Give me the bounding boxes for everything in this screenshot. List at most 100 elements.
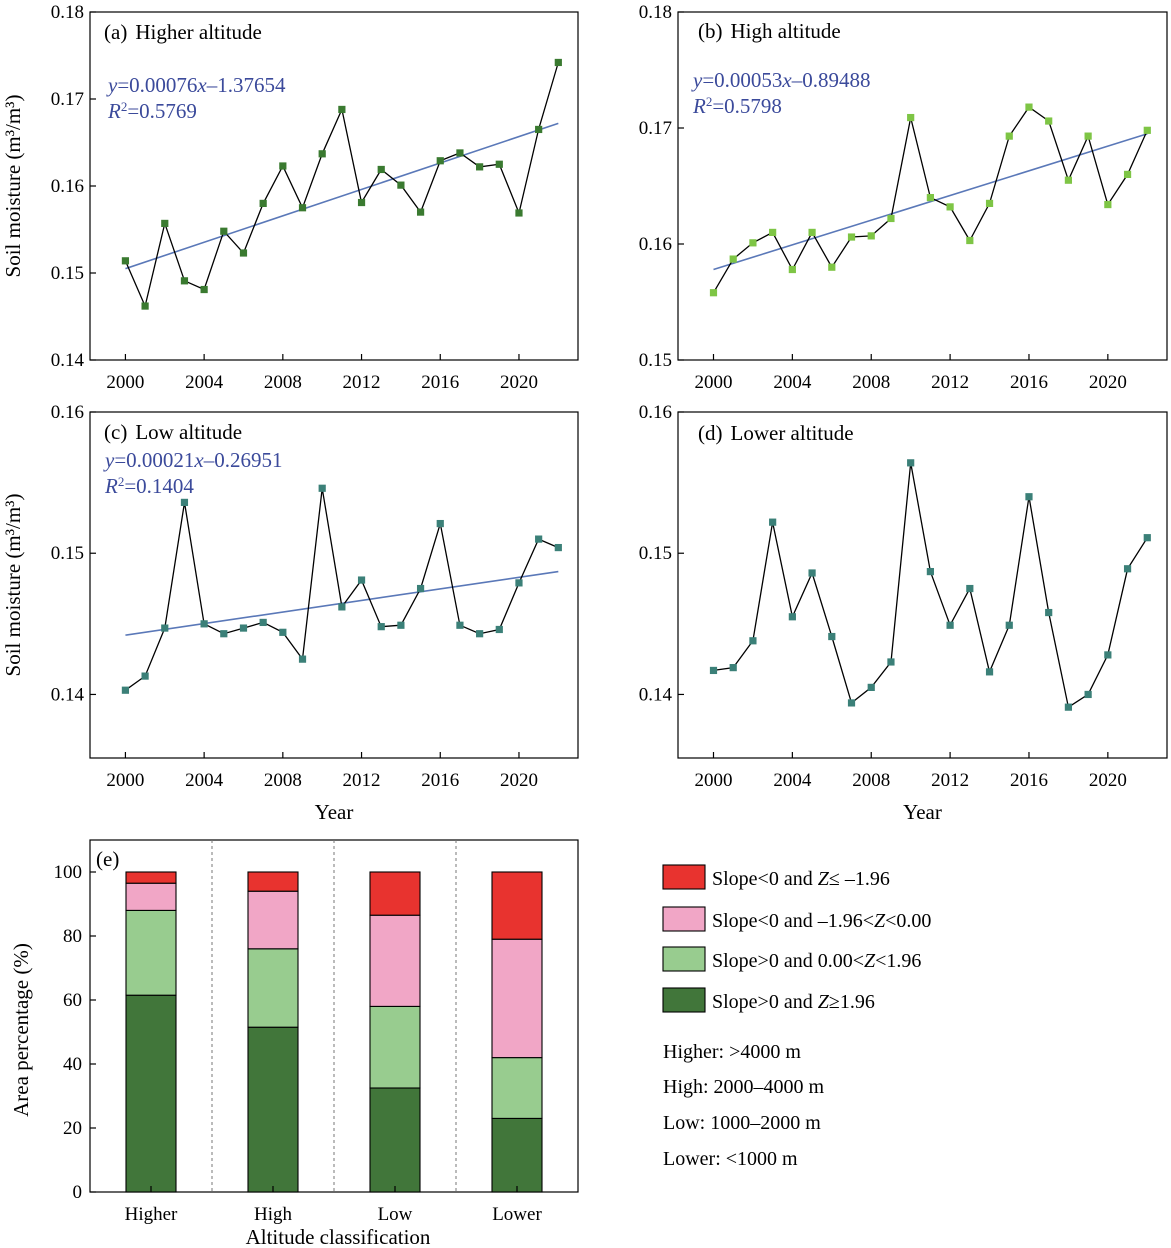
bar-segment	[491, 871, 543, 940]
data-point	[220, 630, 228, 638]
eq-intercept: –0.89488	[791, 68, 871, 92]
data-point	[456, 149, 464, 157]
panel-title: (b) High altitude	[698, 19, 841, 43]
panel-b: 0.15 0.16 0.17 0.18 2000 2004 2008 2012 2016 2020…	[639, 2, 1168, 393]
data-point	[1025, 103, 1033, 111]
data-point	[788, 613, 796, 621]
data-point	[828, 632, 836, 641]
data-point	[416, 208, 425, 216]
data-point	[1123, 565, 1132, 573]
data-point	[476, 630, 484, 638]
data-point	[887, 658, 895, 666]
eq-y: y	[691, 68, 703, 92]
data-point	[554, 58, 562, 67]
panel-title: (a) Higher altitude	[104, 20, 262, 44]
panel-letter: (c)	[104, 420, 127, 444]
data-point	[1104, 200, 1112, 209]
data-point	[1104, 651, 1112, 659]
r2-r: R	[104, 474, 118, 498]
panel-letter: (e)	[96, 847, 119, 871]
data-point	[1025, 493, 1033, 501]
data-point	[436, 519, 444, 528]
data-point	[239, 249, 248, 257]
data-point	[180, 277, 189, 285]
y-tick-label: 0.16	[51, 176, 84, 197]
x-tick-label: 2008	[852, 770, 890, 791]
x-tick-label: 2016	[1010, 372, 1048, 393]
x-tick-label: 2012	[931, 770, 969, 791]
regression-equation: y=0.00021x–0.26951	[103, 448, 283, 472]
legend-label-post: <0.00	[885, 910, 931, 932]
x-tick-label: 2020	[1089, 770, 1127, 791]
data-point	[887, 214, 895, 223]
data-point	[279, 628, 287, 636]
r2-value: =0.1404	[124, 474, 194, 498]
data-point	[729, 664, 737, 672]
data-point	[456, 621, 464, 629]
data-point	[200, 620, 208, 628]
y-tick-label: 40	[63, 1054, 82, 1075]
data-point	[985, 199, 994, 207]
panel-e: 0 20 40 60 80 100 Higher High Low Lower (e) Area pe…	[9, 839, 579, 1248]
data-point	[847, 233, 856, 241]
legend-label: Slope<0 and Z≤ –1.96	[712, 868, 890, 890]
legend-label-post: ≥1.96	[829, 991, 875, 1013]
eq-intercept: –1.37654	[206, 73, 286, 97]
legend-swatch	[662, 906, 706, 932]
panel-name: Lower altitude	[731, 421, 854, 445]
eq-coef: =0.00053	[702, 68, 782, 92]
x-tick-label: 2000	[106, 372, 144, 393]
x-tick-label: High	[254, 1204, 293, 1225]
panel-a: 0.14 0.15 0.16 0.17 0.18 2000 2004 2008 2012 2016…	[1, 2, 579, 393]
panel-c: 0.14 0.15 0.16 2000 2004 2008 2012 2016 2020 (c) L…	[1, 402, 579, 824]
y-tick-label: 0.16	[639, 402, 672, 423]
data-point	[495, 160, 503, 168]
data-point	[121, 257, 130, 265]
r2-value: =0.5798	[712, 94, 782, 118]
plot-frame	[677, 11, 1168, 361]
x-tick-label: 2004	[185, 770, 224, 791]
eq-x: x	[196, 73, 207, 97]
data-point	[357, 198, 366, 207]
x-tick-label: 2020	[1089, 372, 1127, 393]
data-point	[535, 125, 543, 134]
r2-r: R	[107, 99, 121, 123]
bar-segment	[369, 1087, 421, 1193]
data-point	[749, 637, 757, 645]
bar-segment	[125, 871, 177, 884]
data-point	[907, 113, 915, 122]
data-point	[1064, 176, 1073, 184]
x-tick-label: 2008	[852, 372, 890, 393]
y-tick-label: 0.16	[639, 234, 672, 255]
data-point	[298, 655, 307, 663]
data-point	[397, 181, 405, 189]
bar-segment	[491, 1117, 543, 1193]
y-tick-label: 0.14	[51, 350, 85, 371]
panel-letter: (d)	[698, 421, 723, 445]
y-tick-label: 0.14	[51, 684, 85, 705]
x-tick-label: 2016	[421, 372, 459, 393]
data-point	[239, 624, 248, 632]
y-tick-label: 60	[63, 990, 82, 1011]
legend-label-pre: Slope<0 and –1.96<	[712, 910, 874, 932]
data-point	[788, 265, 796, 274]
data-point	[867, 232, 875, 240]
y-tick-label: 0.17	[51, 89, 84, 110]
x-tick-label: 2004	[185, 372, 224, 393]
data-point	[729, 255, 737, 263]
data-point	[180, 498, 189, 506]
data-point	[141, 672, 149, 680]
plot-frame	[677, 411, 1168, 759]
legend-label-pre: Slope>0 and	[712, 991, 818, 1013]
data-point	[318, 150, 326, 158]
data-point	[1045, 117, 1053, 125]
data-point	[220, 227, 228, 235]
legend-swatch	[662, 987, 706, 1013]
data-point	[141, 302, 149, 310]
data-point	[1143, 126, 1151, 134]
x-tick-label: Higher	[125, 1204, 178, 1225]
data-point	[867, 683, 875, 691]
data-point	[416, 584, 425, 593]
x-tick-label: 2020	[500, 770, 538, 791]
